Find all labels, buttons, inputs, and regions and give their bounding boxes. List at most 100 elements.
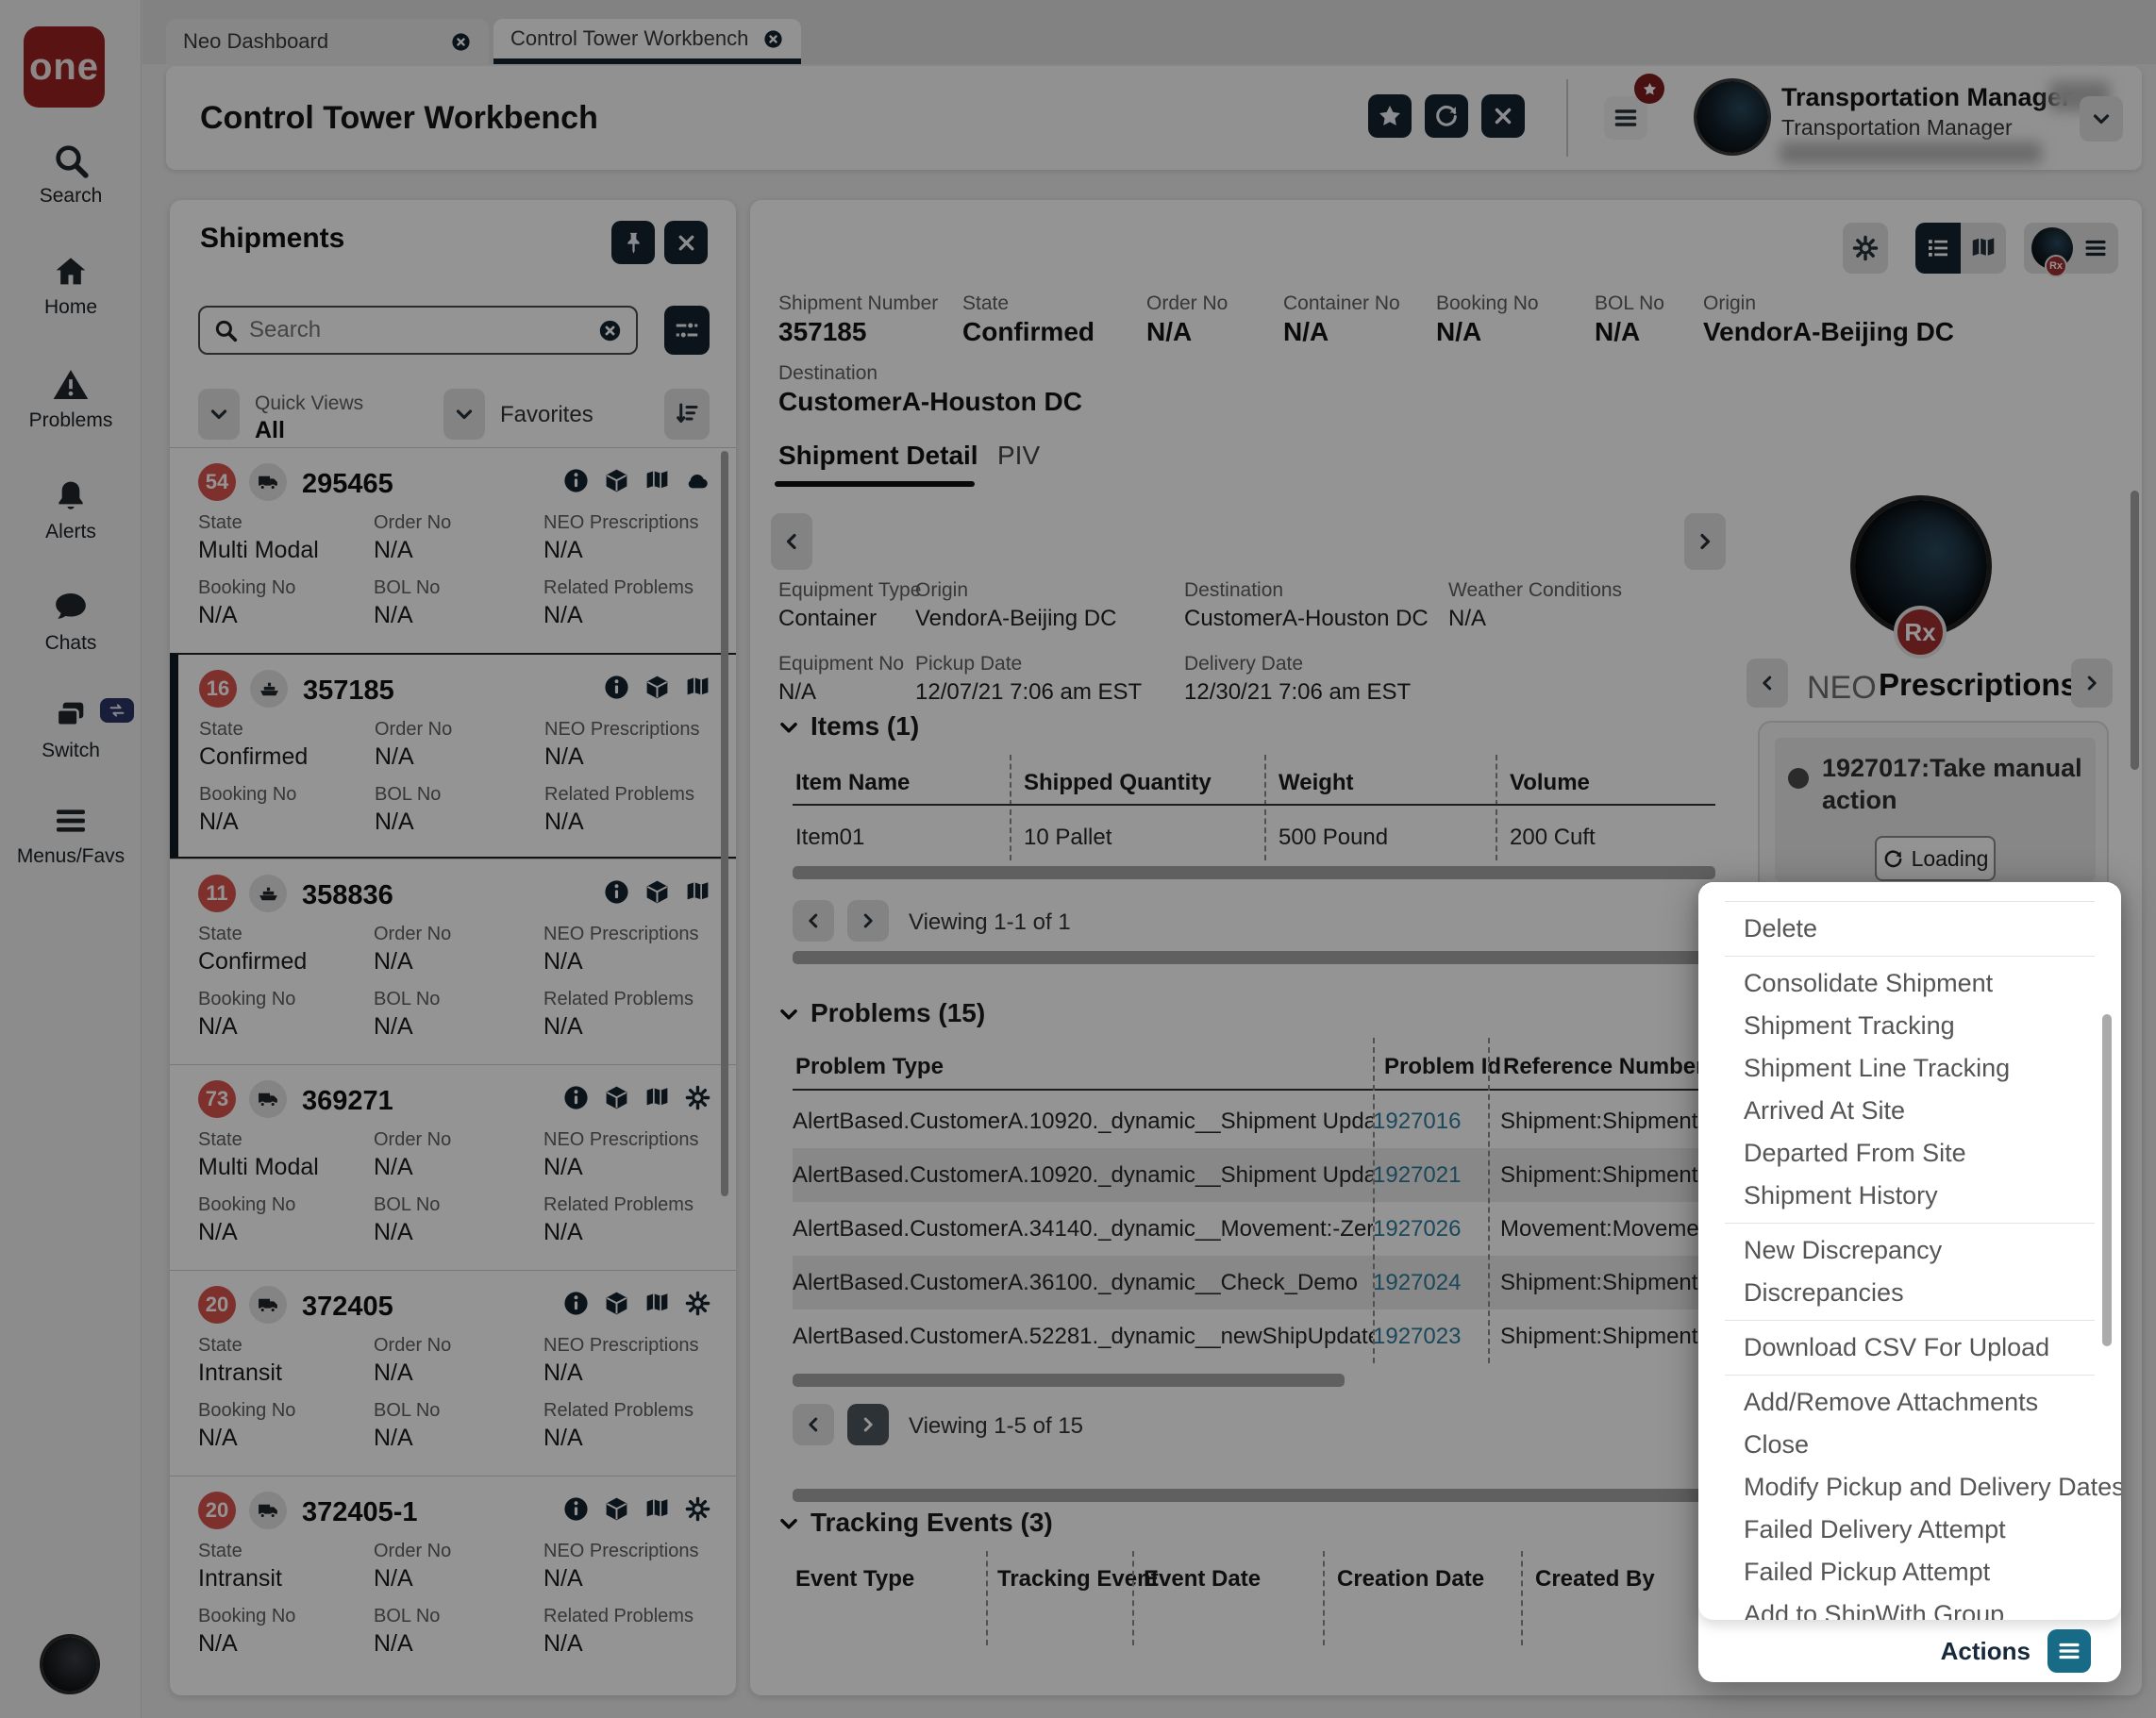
menu-item-delete[interactable]: Delete: [1744, 914, 1818, 942]
items-prev-page-button[interactable]: [793, 900, 834, 942]
problem-row[interactable]: AlertBased.CustomerA.36100._dynamic__Che…: [793, 1256, 1715, 1309]
problem-row[interactable]: AlertBased.CustomerA.52281._dynamic__new…: [793, 1309, 1715, 1363]
problem-id-link[interactable]: 1927024: [1373, 1269, 1462, 1295]
menu-item-discrepancies[interactable]: Discrepancies: [1744, 1278, 1904, 1307]
shipment-number-link[interactable]: 372405-1: [302, 1497, 418, 1527]
sidebar-item-menus-favs[interactable]: Menus/Favs: [0, 802, 142, 868]
sidebar-item-switch[interactable]: Switch: [0, 696, 142, 762]
problem-row[interactable]: AlertBased.CustomerA.10920._dynamic__Shi…: [793, 1148, 1715, 1202]
tab-piv[interactable]: PIV: [997, 441, 1041, 470]
sort-button[interactable]: [664, 389, 710, 440]
card-booking-no: N/A: [199, 809, 239, 835]
quick-views-dropdown-button[interactable]: [198, 389, 240, 440]
tab-bar: Neo Dashboard Control Tower Workbench: [142, 0, 2156, 64]
sidebar-avatar[interactable]: [42, 1637, 97, 1692]
tab-label: Neo Dashboard: [183, 29, 329, 53]
shipment-card[interactable]: 54 295465 State Multi Modal Order No N/A N…: [170, 447, 736, 653]
problem-ref-cell: Shipment:ShipmentHea: [1500, 1161, 1715, 1188]
refresh-page-button[interactable]: [1425, 94, 1468, 138]
switch-swap-badge[interactable]: [100, 698, 134, 723]
settings-button[interactable]: [1843, 223, 1888, 274]
favorite-page-button[interactable]: [1368, 94, 1412, 138]
one-network-logo[interactable]: one: [24, 26, 105, 108]
detail-hscrollbar-2[interactable]: [793, 1489, 1715, 1502]
next-shipment-button[interactable]: [1684, 513, 1726, 570]
menu-item-shipment-history[interactable]: Shipment History: [1744, 1181, 1938, 1209]
problems-hscrollbar[interactable]: [793, 1374, 1345, 1387]
previous-shipment-button[interactable]: [771, 513, 812, 570]
shipment-card[interactable]: 20 372405 State Intransit Order No N/A NEO…: [170, 1270, 736, 1476]
profile-dropdown-button[interactable]: [2080, 96, 2123, 142]
card-neo: N/A: [543, 1565, 583, 1592]
sidebar-item-search[interactable]: Search: [0, 142, 142, 208]
neo-assistant-pill[interactable]: Rx: [2024, 223, 2118, 277]
shipment-number-link[interactable]: 358836: [302, 880, 393, 910]
map-view-button[interactable]: [1961, 223, 2006, 274]
menu-scrollbar[interactable]: [2102, 1014, 2112, 1346]
menu-item-download-csv[interactable]: Download CSV For Upload: [1744, 1333, 2050, 1361]
notifications-menu-button[interactable]: [1604, 96, 1647, 140]
menu-item-shipment-line-tracking[interactable]: Shipment Line Tracking: [1744, 1054, 2011, 1082]
menu-item-consolidate-shipment[interactable]: Consolidate Shipment: [1744, 969, 1994, 997]
favorites-dropdown-button[interactable]: [443, 389, 485, 440]
shipment-number-link[interactable]: 357185: [303, 676, 394, 706]
problem-id-link[interactable]: 1927021: [1373, 1161, 1462, 1188]
detail-state: Confirmed: [962, 317, 1095, 346]
tab-neo-dashboard[interactable]: Neo Dashboard: [166, 19, 489, 64]
items-hscrollbar[interactable]: [793, 866, 1715, 879]
search-input[interactable]: [249, 317, 597, 343]
neo-next-button[interactable]: [2071, 659, 2113, 708]
menu-item-failed-delivery-attempt[interactable]: Failed Delivery Attempt: [1744, 1515, 2006, 1543]
shipment-number-link[interactable]: 372405: [302, 1292, 393, 1322]
panel-vscrollbar[interactable]: [2131, 491, 2139, 770]
shipments-panel: Shipments Quick Views All Favorites 54 2…: [170, 200, 736, 1695]
filters-button[interactable]: [664, 306, 710, 355]
shipment-number-link[interactable]: 295465: [302, 469, 393, 499]
close-panel-button[interactable]: [664, 221, 708, 264]
menu-item-add-to-shipwith-group[interactable]: Add to ShipWith Group: [1744, 1600, 2005, 1620]
detail-hscrollbar[interactable]: [793, 951, 1715, 964]
shipment-card[interactable]: 11 358836 State Confirmed Order No N/A NEO…: [170, 859, 736, 1064]
problems-prev-page-button[interactable]: [793, 1404, 834, 1445]
problems-next-page-button[interactable]: [847, 1404, 889, 1445]
card-bol-no: N/A: [374, 1219, 413, 1245]
shipment-number-link[interactable]: 369271: [302, 1086, 393, 1116]
pin-panel-button[interactable]: [611, 221, 655, 264]
menu-item-arrived-at-site[interactable]: Arrived At Site: [1744, 1096, 1906, 1125]
sidebar-item-alerts[interactable]: Alerts: [0, 477, 142, 543]
items-next-page-button[interactable]: [847, 900, 889, 942]
menu-item-add-remove-attachments[interactable]: Add/Remove Attachments: [1744, 1388, 2039, 1416]
problem-id-link[interactable]: 1927023: [1373, 1323, 1462, 1349]
problem-id-link[interactable]: 1927026: [1373, 1215, 1462, 1242]
menu-item-new-discrepancy[interactable]: New Discrepancy: [1744, 1236, 1943, 1264]
loading-label: Loading: [1911, 845, 1989, 871]
shipment-card[interactable]: 73 369271 State Multi Modal Order No N/A N…: [170, 1064, 736, 1270]
actions-button[interactable]: [2047, 1629, 2091, 1673]
menu-item-modify-pickup-delivery-dates[interactable]: Modify Pickup and Delivery Dates: [1744, 1473, 2121, 1501]
profile-avatar[interactable]: [1696, 81, 1768, 153]
prescription-text[interactable]: 1927017:Take manual action: [1822, 754, 2082, 814]
field-equipment-no: N/A: [778, 679, 817, 705]
card-order-no: N/A: [374, 1154, 413, 1180]
menu-item-failed-pickup-attempt[interactable]: Failed Pickup Attempt: [1744, 1558, 1991, 1586]
sidebar-item-problems[interactable]: Problems: [0, 366, 142, 432]
problem-row[interactable]: AlertBased.CustomerA.10920._dynamic__Shi…: [793, 1094, 1715, 1148]
menu-item-shipment-tracking[interactable]: Shipment Tracking: [1744, 1011, 1955, 1040]
neo-prev-button[interactable]: [1747, 659, 1788, 708]
tab-control-tower-workbench[interactable]: Control Tower Workbench: [493, 19, 801, 64]
shipment-card-selected[interactable]: 16 357185 State Confirmed Order No N/A NEO…: [170, 653, 736, 859]
menu-item-departed-from-site[interactable]: Departed From Site: [1744, 1139, 1966, 1167]
menu-item-close[interactable]: Close: [1744, 1430, 1810, 1459]
tab-shipment-detail[interactable]: Shipment Detail: [778, 441, 978, 470]
prescription-bullet[interactable]: [1788, 768, 1809, 789]
close-page-button[interactable]: [1481, 94, 1525, 138]
problem-id-link[interactable]: 1927016: [1373, 1108, 1462, 1134]
detail-bol-no: N/A: [1595, 317, 1641, 346]
prescription-loading-button[interactable]: Loading: [1875, 836, 1996, 881]
problem-row[interactable]: AlertBased.CustomerA.34140._dynamic__Mov…: [793, 1202, 1715, 1256]
shipment-card[interactable]: 20 372405-1 State Intransit Order No N/A N…: [170, 1476, 736, 1681]
list-scrollbar[interactable]: [721, 451, 728, 1196]
sidebar-item-home[interactable]: Home: [0, 253, 142, 319]
sidebar-item-chats[interactable]: Chats: [0, 589, 142, 655]
list-view-button[interactable]: [1915, 223, 1961, 274]
